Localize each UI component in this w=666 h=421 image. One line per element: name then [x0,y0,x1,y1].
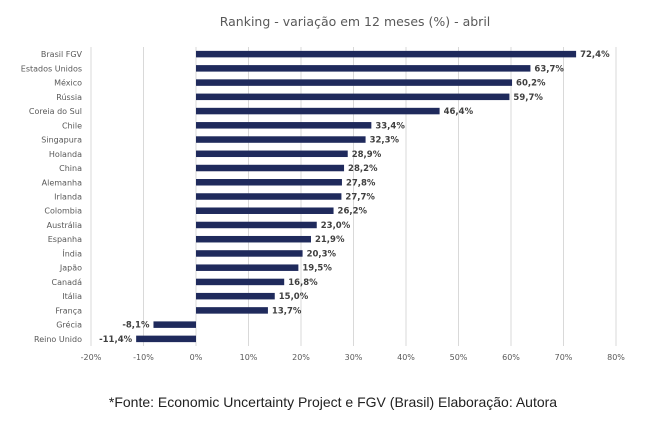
bar [196,179,342,186]
bar [196,193,342,200]
data-label: 46,4% [444,107,474,117]
data-label: 20,3% [307,249,337,259]
bar [153,321,196,328]
category-label: Grécia [56,320,82,330]
category-label: Reino Unido [34,335,82,344]
bar [196,278,285,286]
category-label: Estados Unidos [21,64,82,73]
data-label: 19,5% [302,264,332,274]
x-tick-label: 20% [292,353,310,362]
bar [196,150,348,158]
bar [196,264,299,271]
x-tick-label: 50% [450,353,468,362]
bar [196,221,317,229]
data-label: 63,7% [534,64,564,74]
data-label: 72,4% [580,50,610,60]
bar [196,50,577,58]
source-note: *Fonte: Economic Uncertainty Project e F… [108,394,558,410]
bar [196,79,513,86]
data-label: 16,8% [288,278,318,288]
category-label: Japão [59,264,82,273]
x-tick-label: 70% [555,353,573,362]
data-label: 15,0% [279,292,309,302]
category-label: Índia [62,247,82,258]
bar [196,292,275,300]
data-label: 60,2% [516,79,546,89]
x-tick-label: 10% [240,353,258,362]
bar [196,250,303,257]
category-label: Chile [62,121,82,130]
data-label: 21,9% [315,235,345,245]
category-label: Rússia [56,93,82,102]
category-label: Itália [62,292,82,301]
category-label: Holanda [49,150,82,159]
category-label: Singapura [41,136,82,145]
data-label: 32,3% [370,136,400,146]
data-label: 27,8% [346,178,376,188]
category-label: França [55,306,82,315]
bar [196,207,334,214]
x-tick-label: 80% [607,353,625,362]
category-label: Coreia do Sul [29,107,82,116]
category-label: Austrália [47,221,82,230]
category-label: Colombia [44,207,82,216]
bar [196,307,268,314]
x-tick-label: 0% [190,353,203,362]
data-label: 23,0% [321,221,351,231]
category-label: Irlanda [54,193,82,202]
x-tick-label: 30% [345,353,363,362]
data-label: 28,9% [352,150,382,160]
x-tick-label: -20% [81,353,102,362]
category-label: Canadá [52,278,83,287]
category-label: Espanha [48,235,82,244]
data-label: 59,7% [513,93,543,103]
category-label: México [54,78,82,88]
chart-title: Ranking - variação em 12 meses (%) - abr… [220,14,491,29]
bar [196,164,345,172]
data-label: 33,4% [375,121,405,131]
ranking-bar-chart: Ranking - variação em 12 meses (%) - abr… [21,14,626,362]
category-label: Brasil FGV [41,50,83,59]
bar [196,136,366,143]
bar [196,122,372,129]
bar [196,235,311,243]
data-label: 28,2% [348,164,378,174]
data-label: 27,7% [345,193,375,203]
category-label: Alemanha [42,178,82,187]
data-label: -8,1% [122,321,150,331]
bar [136,335,196,343]
x-tick-label: -10% [133,353,154,362]
category-label: China [59,164,82,173]
data-label: 13,7% [272,306,302,316]
bar [196,107,440,115]
x-tick-label: 40% [397,353,415,362]
bar [196,93,510,101]
data-label: 26,2% [338,207,368,217]
x-tick-label: 60% [502,353,520,362]
bar [196,65,531,72]
data-label: -11,4% [99,335,132,345]
